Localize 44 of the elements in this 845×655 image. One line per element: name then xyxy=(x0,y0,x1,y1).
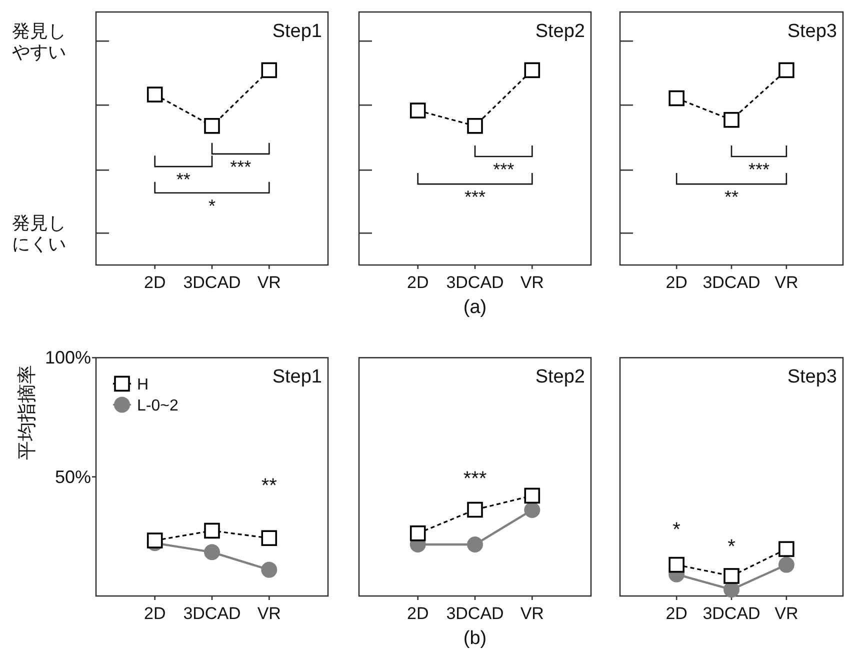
category: VR xyxy=(520,604,544,623)
category: 2D xyxy=(666,604,688,623)
annotation: *** xyxy=(464,187,486,208)
category: 2D xyxy=(144,273,166,292)
category: 3DCAD xyxy=(446,273,504,292)
annotation: * xyxy=(672,519,680,542)
category: 2D xyxy=(144,604,166,623)
title: Step3 xyxy=(787,366,837,388)
annotation: 発見しやすい xyxy=(12,21,66,62)
category: 3DCAD xyxy=(702,273,760,292)
category: 2D xyxy=(666,273,688,292)
category: VR xyxy=(257,273,281,292)
legend-label: L-0~2 xyxy=(137,398,178,415)
annotation: *** xyxy=(748,159,770,180)
title: Step1 xyxy=(272,366,322,388)
category: 2D xyxy=(407,604,429,623)
category: 2D xyxy=(407,273,429,292)
annotation: *** xyxy=(493,159,514,180)
category: 3DCAD xyxy=(446,604,504,623)
title: Step3 xyxy=(787,21,837,42)
annotation: * xyxy=(728,536,736,558)
title: Step1 xyxy=(272,21,322,42)
ylabel: 平均指摘率 xyxy=(17,365,38,460)
annotation: *** xyxy=(230,156,252,177)
xlabel: (a) xyxy=(463,297,487,318)
annotation: ** xyxy=(176,170,190,190)
title: Step2 xyxy=(535,366,585,388)
category: 3DCAD xyxy=(183,604,241,623)
category: 3DCAD xyxy=(702,604,760,623)
ytick-label: 50% xyxy=(54,466,91,487)
category: VR xyxy=(257,604,281,623)
annotation: ** xyxy=(261,475,277,497)
category: VR xyxy=(520,273,544,292)
annotation: 発見しにくい xyxy=(12,213,66,254)
annotation: *** xyxy=(463,468,487,490)
annotation: * xyxy=(208,196,216,216)
xlabel: (b) xyxy=(463,628,487,649)
title: Step2 xyxy=(535,21,585,42)
legend-label: H xyxy=(137,376,149,394)
category: VR xyxy=(774,273,798,292)
ytick-label: 100% xyxy=(44,348,91,368)
category: 3DCAD xyxy=(183,273,241,292)
category: VR xyxy=(774,604,798,623)
annotation: ** xyxy=(724,187,738,208)
